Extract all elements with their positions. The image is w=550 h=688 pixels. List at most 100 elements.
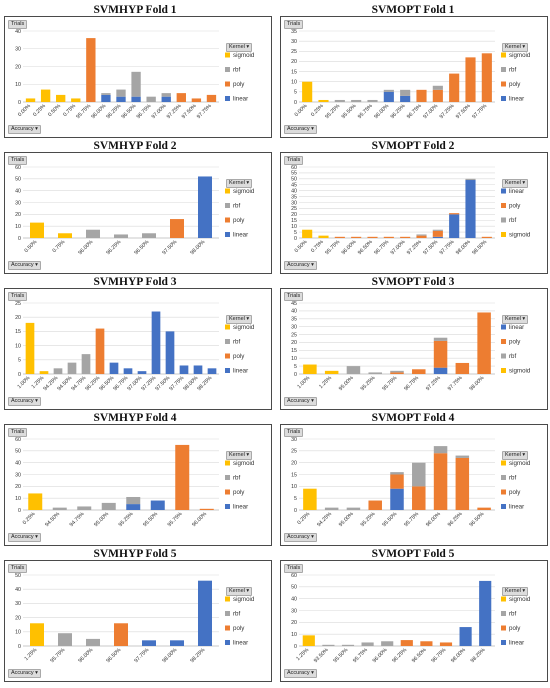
chart-title-2: SVMHYP Fold 2 xyxy=(93,140,177,152)
bar-linear xyxy=(126,504,141,510)
bar-linear xyxy=(432,236,443,238)
bar-rbf xyxy=(53,368,63,374)
x-tick-label: 97.25% xyxy=(406,239,423,256)
accuracy-filter-button[interactable]: Accuracy ▾ xyxy=(8,125,41,134)
legend-swatch-linear xyxy=(225,504,230,509)
bar-linear xyxy=(479,580,492,646)
bar-rbf xyxy=(146,96,156,102)
legend-swatch-poly xyxy=(501,625,506,631)
legend-swatch-linear xyxy=(225,232,230,237)
trials-field-button[interactable]: Trials xyxy=(284,292,304,301)
kernel-filter-button[interactable]: Kernel ▾ xyxy=(502,43,529,52)
kernel-filter-button[interactable]: Kernel ▾ xyxy=(226,179,253,188)
accuracy-filter-button[interactable]: Accuracy ▾ xyxy=(284,125,317,134)
pivot-chart-panel-1: 0 5 10 15 20 25 30 35 0.00% 0.25% 95.25% 95.50% 95.7… xyxy=(280,16,548,138)
x-tick-label: 1.25% xyxy=(24,647,39,662)
bar-linear xyxy=(459,627,472,646)
x-tick-label: 96.25% xyxy=(391,647,408,664)
accuracy-filter-button[interactable]: Accuracy ▾ xyxy=(284,397,317,406)
chart-title-6: SVMHYP Fold 4 xyxy=(93,412,177,424)
x-tick-label: 95.75% xyxy=(75,103,92,120)
kernel-filter-button[interactable]: Kernel ▾ xyxy=(502,179,529,188)
bar-rbf xyxy=(346,366,361,374)
x-tick-label: 96.00% xyxy=(425,511,442,528)
accuracy-filter-button[interactable]: Accuracy ▾ xyxy=(284,669,317,678)
legend-label-linear: linear xyxy=(509,188,524,195)
x-tick-label: 1.25% xyxy=(318,375,333,390)
trials-field-button[interactable]: Trials xyxy=(284,156,304,165)
y-tick-label: 5 xyxy=(294,364,297,370)
bar-poly xyxy=(176,93,186,102)
bar-poly xyxy=(400,236,411,238)
trials-field-button[interactable]: Trials xyxy=(8,156,28,165)
trials-field-button[interactable]: Trials xyxy=(8,564,28,573)
bar-poly xyxy=(367,236,378,238)
y-tick-label: 0 xyxy=(294,508,297,514)
y-tick-label: 0 xyxy=(294,644,297,650)
x-tick-label: 0.75% xyxy=(310,239,325,254)
x-tick-label: 96.75% xyxy=(406,103,423,120)
trials-field-button[interactable]: Trials xyxy=(8,428,28,437)
bar-poly xyxy=(416,235,427,238)
accuracy-filter-button[interactable]: Accuracy ▾ xyxy=(8,669,41,678)
legend-swatch-linear xyxy=(225,640,230,645)
kernel-filter-button[interactable]: Kernel ▾ xyxy=(226,587,253,596)
bar-poly xyxy=(334,236,345,238)
accuracy-filter-button[interactable]: Accuracy ▾ xyxy=(8,397,41,406)
y-tick-label: 40 xyxy=(291,188,297,194)
trials-field-button[interactable]: Trials xyxy=(284,564,304,573)
bar-sigmoid xyxy=(302,229,313,238)
x-tick-label: 98.00% xyxy=(455,239,472,256)
legend-label-sigmoid: sigmoid xyxy=(509,596,531,603)
y-tick-label: 20 xyxy=(291,620,297,626)
bar-rbf xyxy=(433,337,448,341)
x-tick-label: 95.25% xyxy=(118,511,135,528)
y-tick-label: 20 xyxy=(15,484,21,490)
x-tick-label: 96.00% xyxy=(77,647,94,664)
legend-label-sigmoid: sigmoid xyxy=(233,596,255,603)
y-tick-label: 5 xyxy=(18,358,21,364)
bar-rbf xyxy=(455,455,470,458)
bar-poly xyxy=(368,500,382,510)
trials-field-button[interactable]: Trials xyxy=(284,20,304,29)
y-tick-label: 20 xyxy=(15,315,21,321)
legend-swatch-sigmoid xyxy=(225,460,230,466)
trials-field-button[interactable]: Trials xyxy=(8,20,28,29)
bar-linear xyxy=(400,95,411,102)
bar-rbf xyxy=(334,99,345,102)
kernel-filter-button[interactable]: Kernel ▾ xyxy=(502,315,529,324)
bar-rbf xyxy=(367,99,378,102)
accuracy-filter-button[interactable]: Accuracy ▾ xyxy=(8,261,41,270)
kernel-filter-button[interactable]: Kernel ▾ xyxy=(502,587,529,596)
accuracy-filter-button[interactable]: Accuracy ▾ xyxy=(284,261,317,270)
y-tick-label: 25 xyxy=(291,332,297,338)
y-tick-label: 35 xyxy=(291,194,297,200)
legend-label-rbf: rbf xyxy=(233,475,241,482)
trials-field-button[interactable]: Trials xyxy=(284,428,304,437)
y-tick-label: 30 xyxy=(291,324,297,330)
bar-poly xyxy=(449,213,460,215)
bar-linear xyxy=(449,214,460,238)
kernel-filter-button[interactable]: Kernel ▾ xyxy=(502,451,529,460)
pivot-chart-panel-4: 0 5 10 15 20 25 1.00% 1.25% 94.25% 94.50% 94.75% 96… xyxy=(4,288,272,410)
x-tick-label: 96.50% xyxy=(133,239,150,256)
bar-poly xyxy=(86,38,96,102)
y-tick-label: 30 xyxy=(291,39,297,45)
bar-linear xyxy=(198,580,212,646)
y-tick-label: 25 xyxy=(291,49,297,55)
kernel-filter-button[interactable]: Kernel ▾ xyxy=(226,451,253,460)
legend-label-linear: linear xyxy=(233,504,248,511)
accuracy-filter-button[interactable]: Accuracy ▾ xyxy=(8,533,41,542)
bar-rbf xyxy=(381,641,394,646)
pivot-chart-panel-3: 0 5 10 15 20 25 30 35 40 45 50 55 60 0.50% 0.75% 95.75%… xyxy=(280,152,548,274)
kernel-filter-button[interactable]: Kernel ▾ xyxy=(226,43,253,52)
trials-field-button[interactable]: Trials xyxy=(8,292,28,301)
bar-sigmoid xyxy=(40,89,51,102)
accuracy-filter-button[interactable]: Accuracy ▾ xyxy=(284,533,317,542)
kernel-filter-button[interactable]: Kernel ▾ xyxy=(226,315,253,324)
legend-swatch-poly xyxy=(225,353,230,359)
bar-linear xyxy=(198,176,212,238)
legend-swatch-linear xyxy=(501,640,506,645)
legend-label-rbf: rbf xyxy=(233,339,241,346)
y-tick-label: 20 xyxy=(291,59,297,65)
